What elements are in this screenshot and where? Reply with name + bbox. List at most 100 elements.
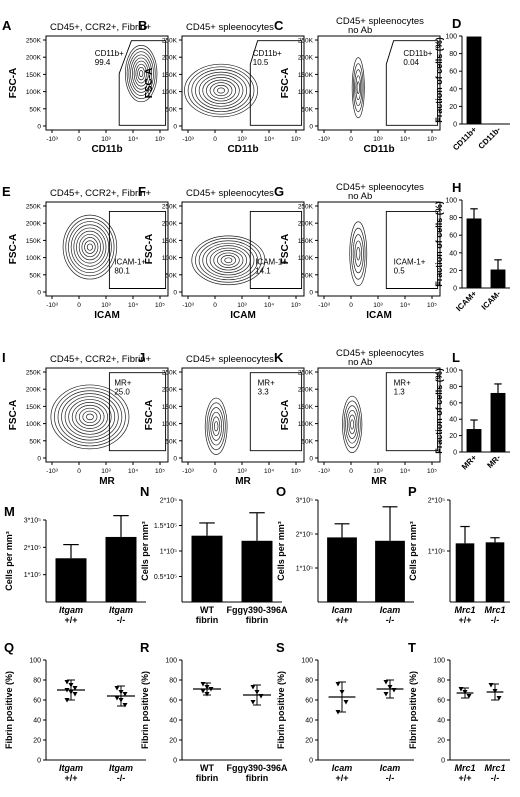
contour	[351, 227, 366, 280]
y-tick-label: 1*10⁵	[160, 549, 177, 556]
data-point	[118, 690, 124, 695]
y-tick-label: 2*10⁵	[160, 498, 177, 505]
data-point	[204, 685, 210, 690]
panel-letter: F	[138, 184, 146, 199]
panel-title: CD45+ spleenocytes	[186, 22, 274, 33]
y-tick-label: 60	[33, 698, 41, 705]
category-label: Fggγ390-396A fibrin	[226, 763, 288, 783]
y-tick-label: 0	[309, 456, 313, 463]
x-tick-label: 10⁴	[264, 136, 274, 143]
contour	[78, 233, 102, 261]
y-tick-label: 20	[169, 738, 177, 745]
contour	[78, 407, 101, 426]
y-axis-label: Fibrin positive (%)	[276, 671, 286, 749]
y-tick-label: 100	[165, 658, 177, 665]
y-tick-label: 100	[445, 34, 457, 41]
contour	[81, 237, 99, 258]
data-point	[114, 696, 120, 701]
x-axis-label: MR	[235, 476, 251, 487]
category-label: Fggγ390-396A fibrin	[226, 605, 288, 625]
y-tick-label: 0	[453, 122, 457, 129]
y-axis-label: Cells per mm³	[4, 531, 14, 591]
y-tick-label: 50K	[165, 272, 177, 279]
bar	[241, 540, 273, 602]
contour	[217, 87, 226, 94]
y-tick-label: 20	[33, 738, 41, 745]
y-tick-label: 80	[305, 678, 313, 685]
y-tick-label: 80	[169, 678, 177, 685]
y-axis-label: Fibrin positive (%)	[4, 671, 14, 749]
gate-label: CD11b+	[95, 49, 124, 58]
x-tick-label: -10³	[182, 136, 194, 143]
bar	[490, 269, 506, 288]
y-tick-label: 40	[449, 250, 457, 257]
gate	[249, 40, 303, 126]
x-tick-label: 10⁵	[291, 136, 301, 143]
bar	[466, 218, 482, 288]
contour	[355, 75, 362, 101]
data-point	[68, 690, 74, 695]
data-point	[383, 680, 389, 685]
data-point	[462, 690, 468, 695]
y-tick-label: 100K	[298, 421, 314, 428]
y-tick-label: 1*10⁵	[428, 549, 445, 556]
gate	[108, 210, 167, 289]
contour	[354, 69, 363, 107]
data-point	[122, 703, 128, 708]
contour	[135, 63, 147, 84]
y-tick-label: 60	[437, 698, 445, 705]
x-tick-label: 10⁴	[400, 302, 410, 309]
contour	[86, 413, 94, 421]
y-tick-label: 40	[449, 86, 457, 93]
y-tick-label: 100	[301, 658, 313, 665]
contour	[342, 395, 363, 453]
y-tick-label: 40	[449, 417, 457, 424]
y-tick-label: 50K	[301, 106, 313, 113]
y-axis-label: Fibrin positive (%)	[140, 671, 150, 749]
bar	[490, 392, 506, 452]
contour	[68, 399, 112, 435]
contour	[139, 70, 144, 78]
x-tick-label: 10⁴	[264, 302, 274, 309]
gate	[385, 40, 439, 126]
x-tick-label: 10⁴	[128, 468, 138, 475]
gate	[385, 372, 439, 452]
contour	[204, 397, 228, 455]
contour	[356, 81, 360, 95]
contour	[191, 69, 251, 112]
gate	[118, 40, 167, 126]
contour	[50, 384, 130, 450]
contour	[71, 402, 109, 432]
panel-title: CD45+ spleenocytes	[186, 188, 274, 199]
y-tick-label: 150K	[26, 404, 42, 411]
y-tick-label: 60	[305, 698, 313, 705]
category-label: Icam +/+	[332, 605, 353, 625]
contour	[202, 242, 255, 278]
data-point	[64, 688, 70, 693]
category-label: Icam -/-	[380, 763, 401, 783]
plot-frame	[317, 201, 441, 297]
x-axis-label: MR	[99, 476, 115, 487]
y-axis-label: FSC-A	[144, 400, 155, 431]
plot-frame	[181, 367, 305, 463]
x-tick-label: 10³	[237, 136, 247, 143]
x-tick-label: 0	[77, 302, 81, 309]
gate-label: MR+	[114, 378, 131, 387]
bar	[466, 36, 482, 124]
contour	[64, 396, 116, 438]
x-tick-label: 0	[349, 468, 353, 475]
flow-panel-B: B CD45+ spleenocytes250K200K150K100K50K0-…	[138, 18, 305, 155]
y-tick-label: 0	[37, 124, 41, 131]
gate-value: 1.3	[394, 387, 406, 396]
y-tick-label: 0.5*10⁵	[154, 574, 177, 581]
contour	[128, 51, 154, 96]
contour	[191, 235, 266, 286]
panel-letter: R	[140, 640, 150, 655]
category-label: Mrc1 +/+	[454, 605, 475, 625]
x-axis-label: CD11b	[227, 144, 258, 155]
x-tick-label: 0	[349, 302, 353, 309]
y-tick-label: 100K	[162, 255, 178, 262]
x-tick-label: -10³	[318, 468, 330, 475]
